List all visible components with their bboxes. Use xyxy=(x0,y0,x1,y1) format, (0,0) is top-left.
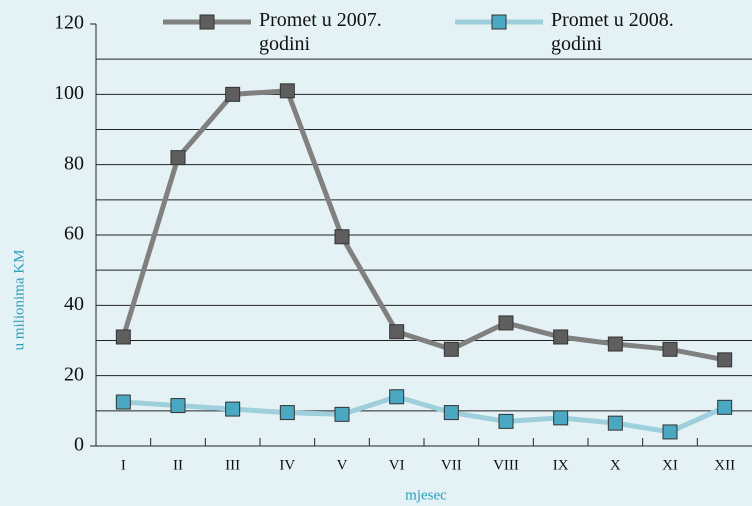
marker xyxy=(170,150,186,166)
marker xyxy=(662,424,678,440)
marker xyxy=(443,341,459,357)
marker xyxy=(607,336,623,352)
marker xyxy=(717,352,733,368)
y-tick-label: 20 xyxy=(64,363,84,385)
y-tick-label: 120 xyxy=(54,12,84,34)
marker xyxy=(279,405,295,421)
marker xyxy=(443,405,459,421)
marker xyxy=(115,329,131,345)
marker xyxy=(170,398,186,414)
legend-marker xyxy=(199,14,215,30)
x-tick-label: III xyxy=(225,457,240,473)
y-tick-label: 40 xyxy=(64,293,84,315)
x-tick-label: IX xyxy=(553,457,569,473)
legend-label: Promet u 2008. godini xyxy=(551,9,674,55)
x-tick-label: VIII xyxy=(493,457,519,473)
y-tick-label: 100 xyxy=(54,82,84,104)
series-line xyxy=(123,394,726,435)
x-tick-label: IV xyxy=(279,457,295,473)
marker xyxy=(334,406,350,422)
x-tick-label: VI xyxy=(389,457,405,473)
marker xyxy=(498,413,514,429)
x-axis-label: mjesec xyxy=(405,487,447,503)
y-tick-label: 80 xyxy=(64,152,84,174)
x-tick-label: II xyxy=(173,457,183,473)
marker xyxy=(115,394,131,410)
marker xyxy=(389,324,405,340)
y-tick-label: 0 xyxy=(74,434,84,456)
x-tick-label: XII xyxy=(714,457,735,473)
x-tick-label: XI xyxy=(662,457,678,473)
x-tick-label: I xyxy=(121,457,126,473)
y-axis-label: u milionima KM xyxy=(11,250,27,351)
y-tick-label: 60 xyxy=(64,223,84,245)
x-tick-label: V xyxy=(337,457,348,473)
x-tick-label: X xyxy=(610,457,621,473)
x-tick-label: VII xyxy=(441,457,462,473)
marker xyxy=(279,83,295,99)
series-line xyxy=(120,88,726,363)
legend-marker xyxy=(491,14,507,30)
marker xyxy=(389,389,405,405)
marker xyxy=(225,86,241,102)
marker xyxy=(607,415,623,431)
marker xyxy=(553,329,569,345)
marker xyxy=(717,399,733,415)
legend-label: Promet u 2007. godini xyxy=(259,9,382,55)
marker xyxy=(225,401,241,417)
marker xyxy=(662,341,678,357)
marker xyxy=(498,315,514,331)
marker xyxy=(334,229,350,245)
marker xyxy=(553,410,569,426)
